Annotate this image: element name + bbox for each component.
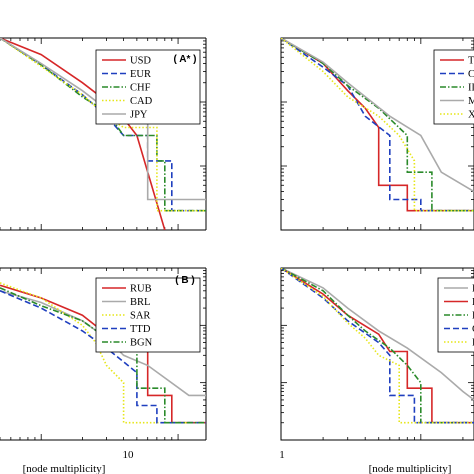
x-axis-title-bottom-left: [node multiplicity]	[23, 463, 106, 474]
series-line-chf-0	[0, 38, 206, 212]
legend-2: RUB BRL SAR TTD BGN	[95, 277, 201, 353]
legend-label-x: X	[468, 110, 474, 121]
legend-1: TW CZ IL MI X	[433, 49, 474, 125]
panel-tag-0: ( A* )	[174, 54, 197, 65]
legend-label-f: F	[472, 338, 474, 349]
legend-label-usd: USD	[130, 56, 151, 67]
legend-label-c: C	[472, 324, 474, 335]
series-line-d-3	[281, 268, 474, 424]
legend-label-f: F	[472, 284, 474, 295]
panel-bottom-right-frame	[280, 267, 474, 441]
legend-label-cad: CAD	[130, 96, 153, 107]
series-line-f-3	[281, 268, 474, 424]
series-line-e-3	[281, 268, 474, 424]
series-line-f-3	[281, 268, 474, 401]
legend-label-eur: EUR	[130, 69, 151, 80]
series-line-x-1	[281, 38, 474, 212]
legend-label-ttd: TTD	[130, 324, 151, 335]
legend-0: USD EUR CHF CAD JPY	[95, 49, 201, 125]
legend-box	[95, 49, 201, 125]
plot-layer	[0, 37, 474, 441]
legend-label-jpy: JPY	[130, 110, 148, 121]
panel-1-ticks	[280, 37, 474, 231]
legend-label-mi: MI	[468, 96, 474, 107]
panel-1-series	[281, 38, 474, 212]
legend-label-tw: TW	[468, 56, 474, 67]
legend-label-sar: SAR	[130, 311, 150, 322]
legend-label-cz: CZ	[468, 69, 474, 80]
series-line-bgn-2	[0, 287, 206, 424]
series-line-il-1	[281, 38, 474, 212]
legend-label-brl: BRL	[130, 297, 150, 308]
legend-label-e: E	[472, 311, 474, 322]
panel-3-series	[281, 268, 474, 424]
panel-2-ticks	[0, 267, 206, 441]
legend-3: FDECF	[437, 277, 474, 353]
series-line-cz-1	[281, 38, 474, 212]
series-line-mi-1	[281, 38, 474, 193]
x-axis-title-bottom-right: [node multiplicity]	[369, 463, 452, 474]
panel-tags: ( A* ) ( B )	[174, 54, 197, 286]
tick-label-bottom-left-10: 10	[123, 449, 135, 461]
legend-label-d: D	[472, 297, 474, 308]
panel-top-right-frame	[280, 37, 474, 231]
tick-label-bottom-right-1: 1	[279, 449, 285, 461]
panel-tag-2: ( B )	[175, 275, 194, 286]
legend-label-il: IL	[468, 83, 474, 94]
legend-label-chf: CHF	[130, 83, 151, 94]
series-line-tw-1	[281, 38, 474, 212]
legend-layer: USD EUR CHF CAD JPY TW CZ IL MI X RUB BRL SAR TTD BGN F…	[95, 49, 474, 353]
legend-label-rub: RUB	[130, 284, 152, 295]
legend-label-bgn: BGN	[130, 338, 153, 349]
panel-0-ticks	[0, 37, 206, 231]
series-line-c-3	[281, 268, 474, 424]
